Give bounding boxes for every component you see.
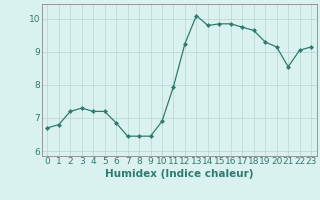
X-axis label: Humidex (Indice chaleur): Humidex (Indice chaleur) — [105, 169, 253, 179]
